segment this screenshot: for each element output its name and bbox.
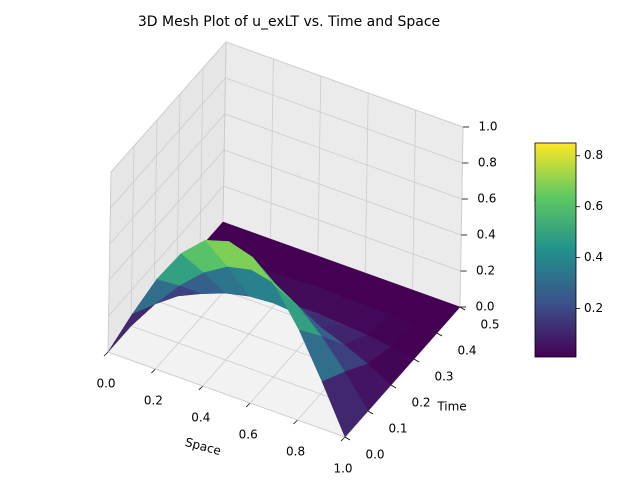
y-axis-label: Time xyxy=(436,400,466,414)
colorbar-tick-label: 0.8 xyxy=(584,148,603,162)
z-tick-label: 1.0 xyxy=(478,120,497,134)
z-tick-label: 0.0 xyxy=(475,300,494,314)
chart-title: 3D Mesh Plot of u_exLT vs. Time and Spac… xyxy=(138,14,440,30)
surface-cell xyxy=(321,371,369,438)
x-axis-label: Space xyxy=(184,435,223,458)
x-tick xyxy=(103,351,109,357)
grid-line xyxy=(364,92,369,274)
colorbar-tick-label: 0.2 xyxy=(584,301,603,315)
grid-line xyxy=(223,185,461,272)
grid-line xyxy=(224,149,462,236)
x-tick-label: 0.0 xyxy=(96,377,115,391)
axes-panes xyxy=(107,40,464,438)
grid-line xyxy=(107,171,112,353)
grid-line xyxy=(109,113,226,245)
x-tick xyxy=(151,368,156,374)
grid-line xyxy=(225,41,464,128)
x-tick-label: 0.8 xyxy=(286,445,305,459)
y-tick xyxy=(436,332,443,337)
colorbar xyxy=(534,142,577,358)
grid-line xyxy=(108,185,224,317)
x-tick xyxy=(293,419,298,425)
grid-line xyxy=(270,58,274,240)
grid-line xyxy=(130,145,135,327)
grid-line xyxy=(108,149,225,281)
grid-line xyxy=(176,93,181,275)
y-tick-label: 0.1 xyxy=(388,422,407,436)
grid-line xyxy=(412,109,416,291)
x-tick-label: 0.2 xyxy=(144,394,163,408)
x-tick-label: 0.6 xyxy=(239,428,258,442)
y-tick-label: 0.4 xyxy=(457,344,476,358)
grid-line xyxy=(153,119,158,301)
z-tick-label: 0.2 xyxy=(476,264,495,278)
labels: 0.0 0.2 0.4 0.6 0.8 1.0 0.0 0.1 0.2 0.3 0.4 0.5 0.0 0… xyxy=(96,120,499,476)
y-tick xyxy=(413,358,420,363)
grid-line xyxy=(110,41,227,173)
grid-line xyxy=(107,351,346,438)
x-tick-label: 0.4 xyxy=(191,411,210,425)
grid-line xyxy=(110,77,226,209)
colorbar-tick-label: 0.4 xyxy=(584,250,603,264)
z-tick-label: 0.8 xyxy=(478,156,497,170)
x-tick xyxy=(198,385,204,391)
y-tick-label: 0.5 xyxy=(480,318,499,332)
y-tick xyxy=(367,410,374,415)
y-tick-label: 0.2 xyxy=(411,396,430,410)
y-tick xyxy=(390,384,397,389)
colorbar-tick-label: 0.6 xyxy=(584,199,603,213)
x-tick xyxy=(245,402,251,408)
grid-line xyxy=(317,75,322,257)
y-tick xyxy=(459,306,466,311)
grid-line xyxy=(224,113,462,200)
x-tick xyxy=(340,436,346,442)
y-tick-label: 0.3 xyxy=(434,370,453,384)
grid-line xyxy=(459,126,464,308)
grid-line xyxy=(225,77,463,164)
z-tick-label: 0.6 xyxy=(477,192,496,206)
z-tick-label: 0.4 xyxy=(477,228,496,242)
y-tick-label: 0.0 xyxy=(365,448,384,462)
surface xyxy=(107,221,461,438)
grid-line xyxy=(222,41,227,223)
y-tick xyxy=(344,436,351,441)
grid-line xyxy=(199,67,204,249)
x-tick-label: 1.0 xyxy=(333,462,352,476)
